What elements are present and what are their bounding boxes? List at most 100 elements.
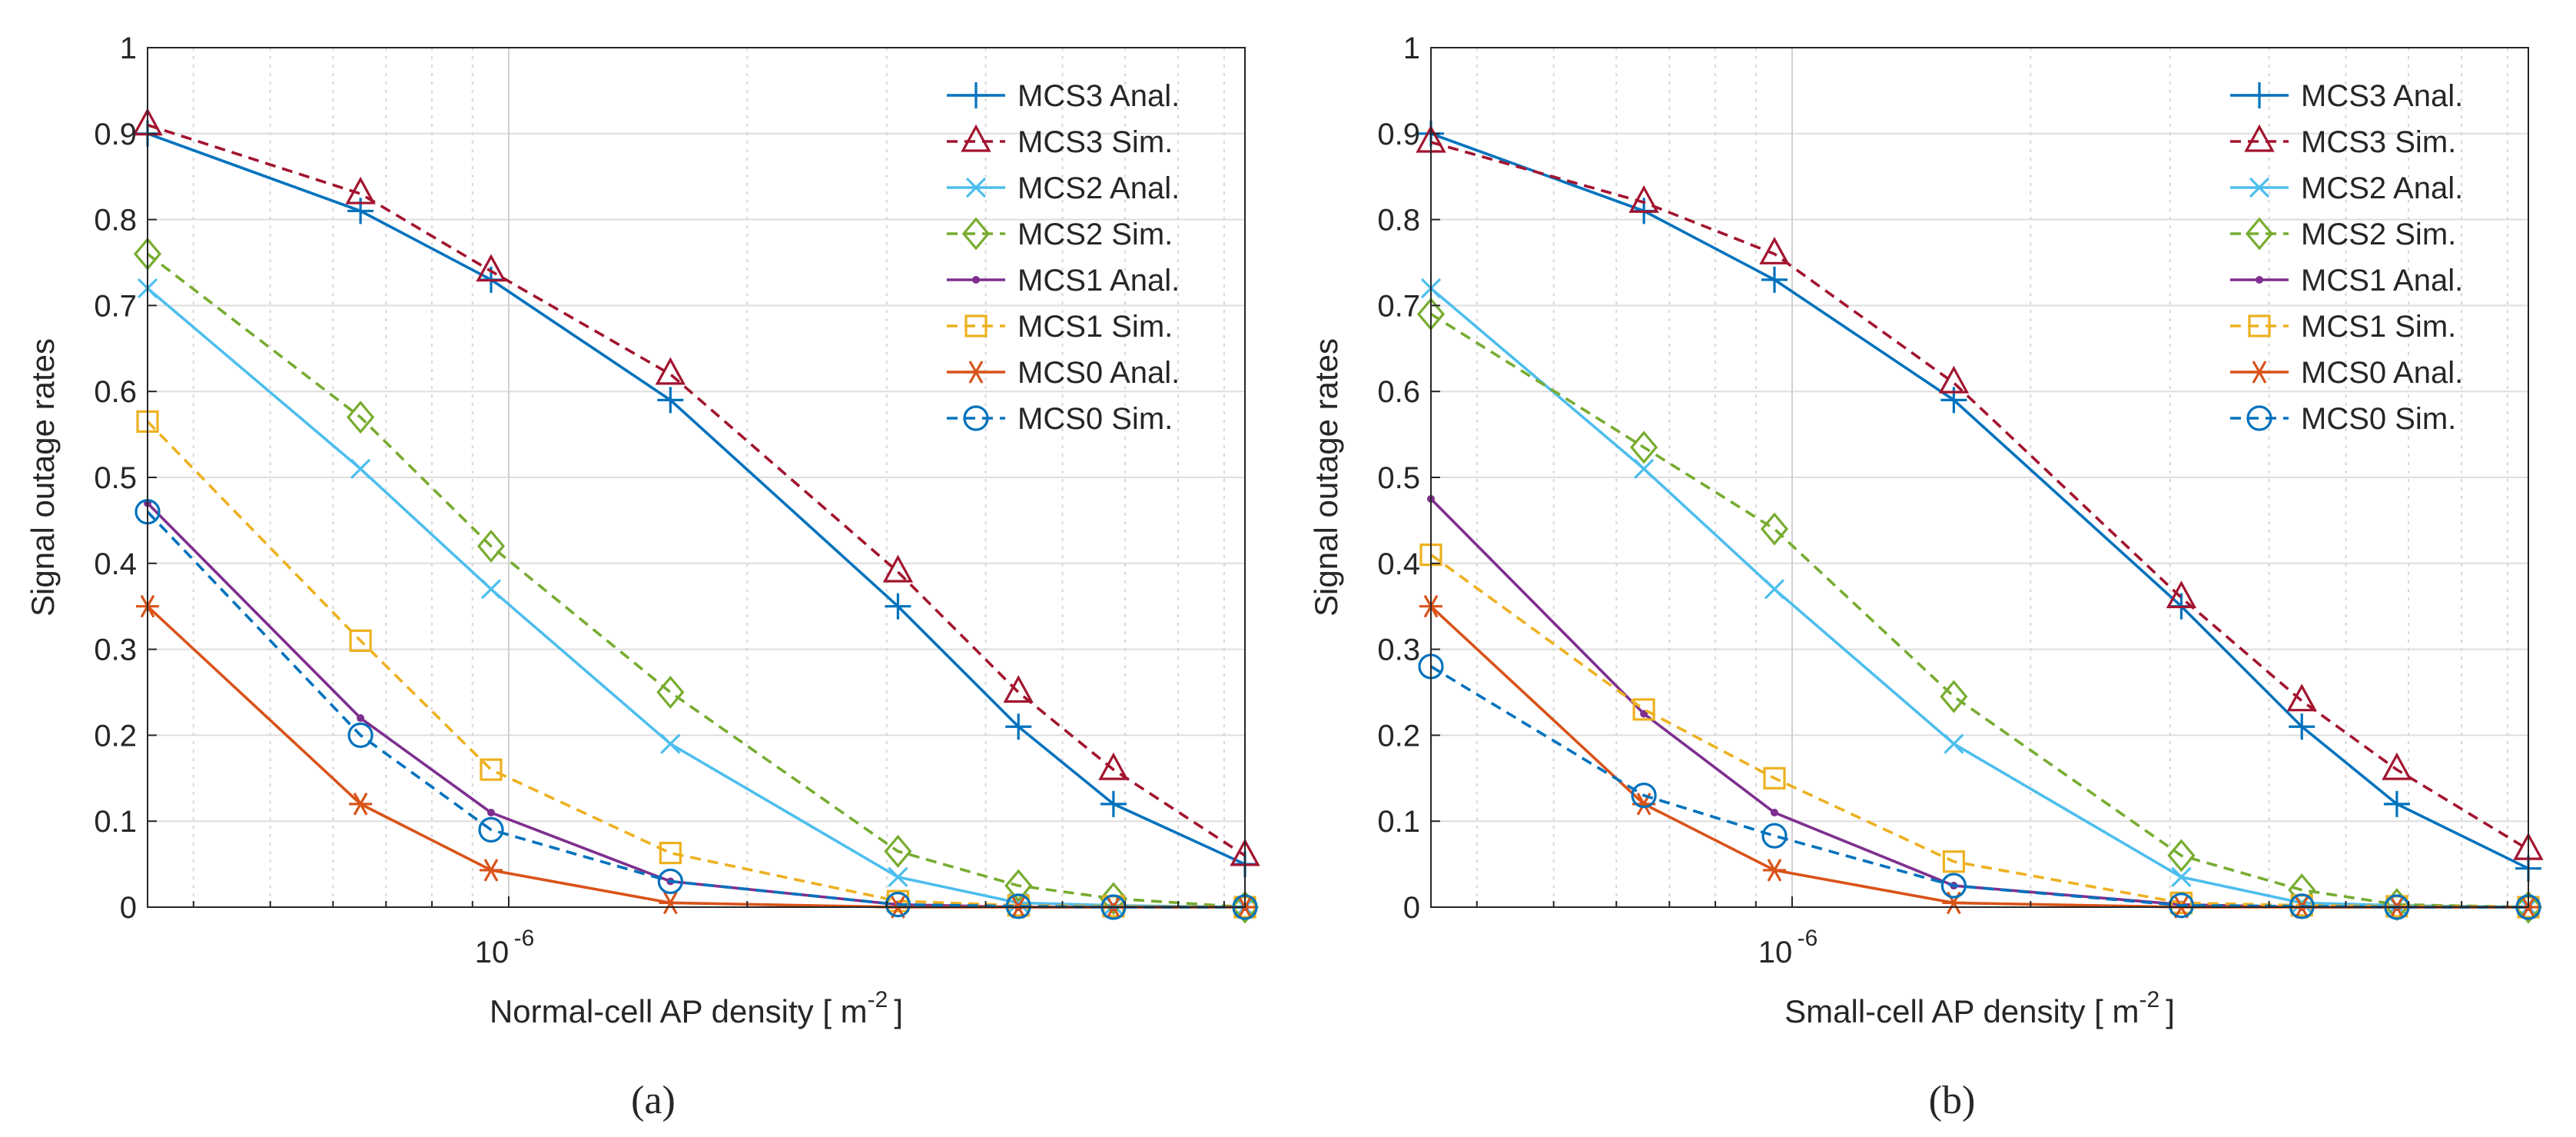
legend-swatch-marker (961, 124, 991, 152)
legend-entry: MCS1 Sim. (2230, 310, 2456, 344)
data-point (659, 891, 682, 915)
data-point (1633, 458, 1655, 479)
legend-entry: MCS0 Sim. (947, 402, 1173, 436)
data-point (882, 554, 914, 583)
data-point (1003, 675, 1034, 703)
legend-label: MCS0 Anal. (2301, 356, 2463, 390)
data-point (659, 841, 682, 865)
y-tick-label: 0.8 (94, 204, 137, 238)
data-point (2382, 752, 2412, 780)
legend-label: MCS3 Sim. (1017, 125, 1173, 159)
y-tick-label: 0.7 (94, 289, 137, 323)
legend-swatch-marker (961, 217, 991, 251)
legend-label: MCS1 Sim. (2301, 310, 2456, 344)
series-line (147, 123, 1246, 857)
legend-label: MCS3 Anal. (1017, 79, 1180, 113)
data-point (1763, 859, 1787, 882)
x-axis-label-unit-exponent: -2 (2139, 987, 2160, 1012)
x-axis-label: Small-cell AP density [ m-2] (1784, 987, 2175, 1029)
y-tick-label: 0 (120, 891, 137, 925)
legend-swatch-marker (2256, 276, 2263, 284)
y-tick-label: 0.3 (94, 633, 137, 667)
y-tick-label: 0.8 (1377, 204, 1420, 238)
chart-panel-b: 0 0.1 0.2 0.3 0.4 0.5 0.6 0.7 0.8 0.9 1 10 -6 Small-c… (1308, 32, 2544, 1122)
data-point (2286, 683, 2317, 712)
legend-swatch-marker (2244, 124, 2275, 152)
y-tick-label: 0.3 (1377, 633, 1420, 667)
y-tick-label: 0.9 (1377, 118, 1420, 151)
y-tick-label: 0.9 (94, 118, 137, 151)
legend-swatch-marker (2249, 177, 2270, 198)
legend-entry: MCS0 Anal. (947, 356, 1180, 390)
data-point (1631, 783, 1657, 809)
data-point (476, 529, 506, 563)
y-tick-label: 0.4 (1377, 547, 1420, 581)
panel-caption: (b) (1929, 1079, 1976, 1122)
x-axis-label-bracket: ] (894, 993, 903, 1029)
y-tick-label: 0.5 (94, 461, 137, 495)
series-line (1429, 287, 2529, 909)
data-point (1760, 512, 1789, 546)
x-axis-label-bracket: ] (2166, 993, 2175, 1029)
x-axis-label-main: Small-cell AP density [ m (1784, 993, 2139, 1029)
data-point (350, 458, 371, 479)
data-point (480, 758, 503, 781)
legend-label: MCS3 Sim. (2301, 125, 2456, 159)
legend-swatch-marker (2246, 82, 2272, 108)
y-tick-label: 0.6 (94, 375, 137, 409)
legend-label: MCS1 Anal. (2301, 264, 2463, 298)
data-point (1944, 733, 1964, 754)
x-tick-label-exponent: -6 (1798, 926, 1818, 951)
legend-label: MCS0 Sim. (1017, 402, 1173, 436)
legend-swatch-marker (965, 177, 987, 198)
data-point (1763, 766, 1786, 790)
data-point (888, 866, 908, 888)
legend-swatch-marker (2245, 217, 2274, 251)
data-point (1005, 893, 1031, 919)
legend: MCS3 Anal. MCS3 Sim. MCS2 Anal. MCS2 Sim. MC… (947, 79, 1180, 436)
legend-entry: MCS3 Sim. (947, 124, 1173, 159)
legend-entry: MCS3 Sim. (2230, 124, 2456, 159)
legend-label: MCS0 Sim. (2301, 402, 2456, 436)
y-tick-label: 0.6 (1377, 375, 1420, 409)
data-point (1005, 713, 1032, 740)
data-point (1764, 579, 1785, 600)
data-point (349, 793, 373, 816)
data-point (1632, 698, 1655, 721)
legend-entry: MCS1 Sim. (947, 310, 1173, 344)
data-point (1940, 873, 1967, 899)
data-point (2383, 790, 2410, 817)
legend: MCS3 Anal. MCS3 Sim. MCS2 Anal. MCS2 Sim. MC… (2230, 79, 2463, 436)
data-point (345, 176, 376, 204)
data-point (660, 733, 681, 754)
data-point (1942, 850, 1965, 873)
series-line (1430, 141, 2529, 851)
data-point (2289, 713, 2315, 740)
legend-entry: MCS2 Anal. (947, 171, 1180, 205)
data-point (1630, 431, 1658, 464)
data-point (1230, 890, 1260, 924)
x-tick-label: 10 (1758, 936, 1793, 969)
chart-panel-a: 0 0.1 0.2 0.3 0.4 0.5 0.6 0.7 0.8 0.9 1 10 -6 Normal-… (25, 32, 1260, 1122)
series-line (1430, 313, 2529, 909)
series-mcs2-sim (133, 237, 1260, 924)
y-tick-label: 1 (1403, 32, 1420, 65)
data-point (1771, 809, 1779, 817)
y-tick-label: 0.7 (1377, 289, 1420, 323)
legend-entry: MCS2 Sim. (947, 217, 1173, 251)
data-point (476, 254, 506, 282)
x-tick-label: 10 (475, 936, 510, 969)
legend-entry: MCS0 Anal. (2230, 356, 2463, 390)
data-point (1100, 790, 1127, 817)
legend-swatch-marker (2248, 314, 2271, 337)
legend-label: MCS2 Sim. (2301, 218, 2456, 251)
legend-label: MCS0 Anal. (1017, 356, 1180, 390)
data-point (1761, 823, 1788, 849)
legend-entry: MCS2 Anal. (2230, 171, 2463, 205)
y-axis-label: Signal outage rates (1308, 338, 1344, 617)
series-line (1430, 132, 2529, 870)
data-point (347, 722, 373, 749)
data-point (480, 859, 503, 882)
y-axis-label: Signal outage rates (25, 338, 61, 617)
